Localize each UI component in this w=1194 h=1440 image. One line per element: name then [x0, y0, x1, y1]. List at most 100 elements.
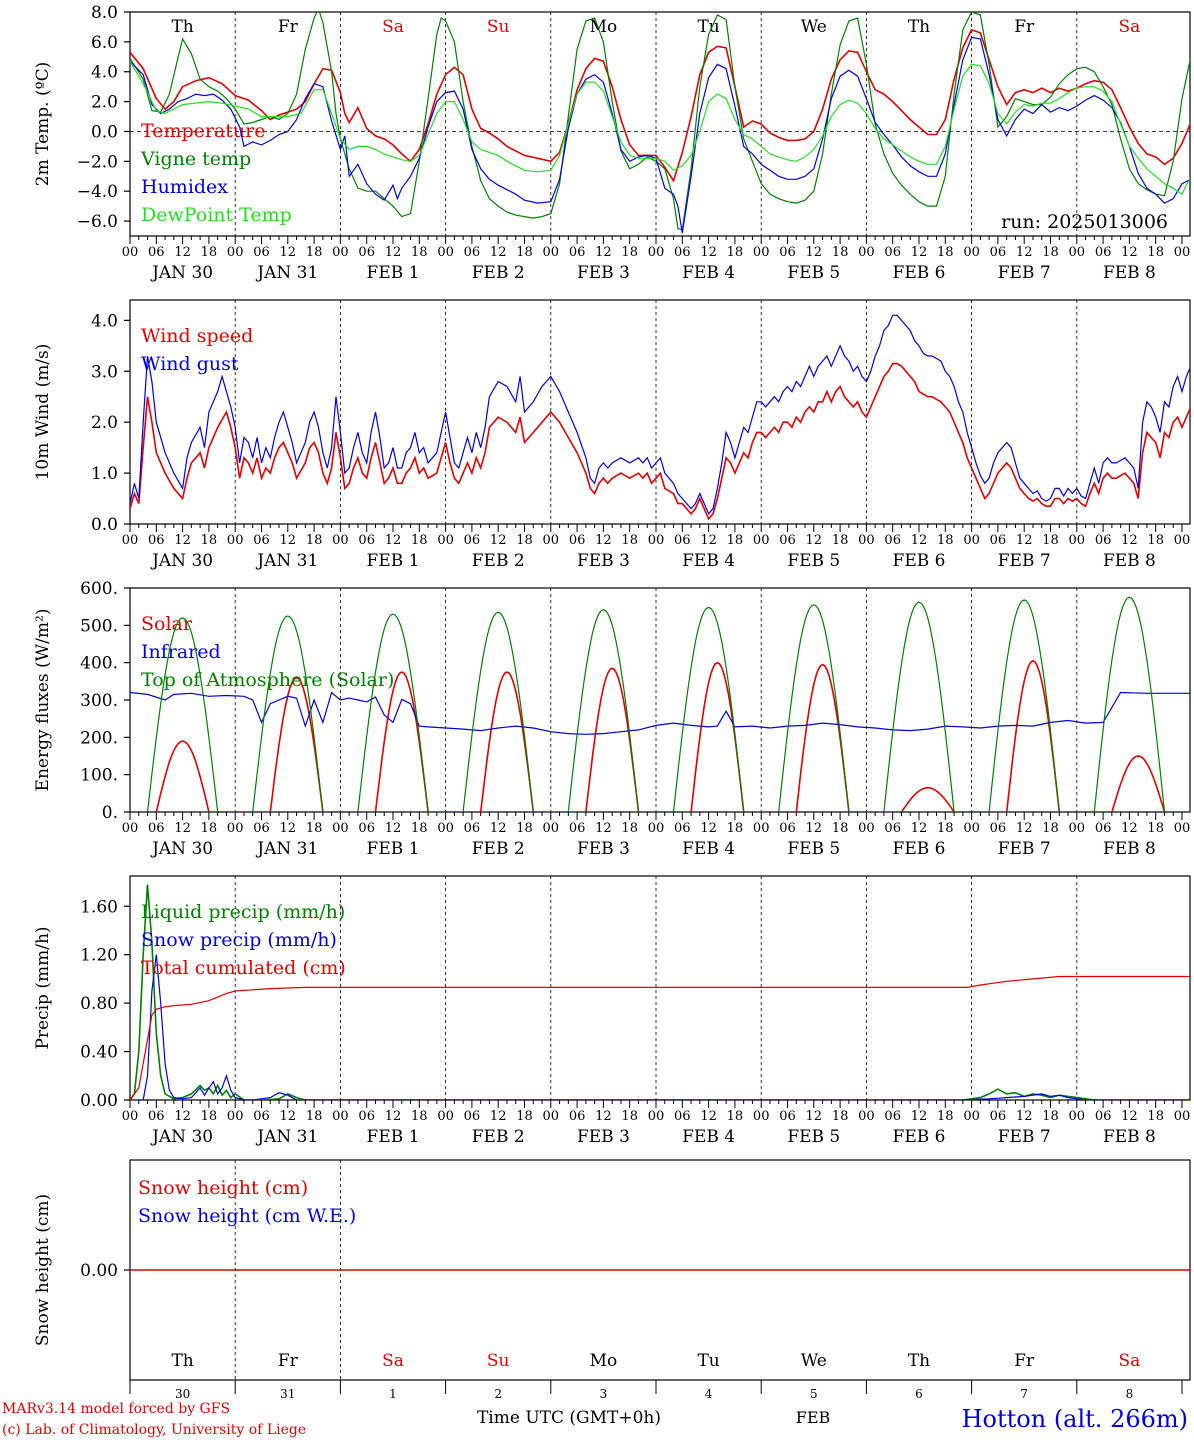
date-label: JAN 31 [255, 263, 318, 283]
date-label: FEB 6 [893, 263, 946, 283]
x-tick-label: 06 [1095, 821, 1112, 836]
x-tick-label: 12 [595, 821, 612, 836]
date-label: JAN 30 [150, 1127, 213, 1147]
panel-frame [129, 11, 1191, 237]
day-number: 4 [705, 1387, 713, 1401]
x-tick-label: 18 [411, 821, 428, 836]
x-tick-label: 00 [1069, 1109, 1086, 1124]
x-tick-label: 12 [595, 1109, 612, 1124]
weekday-label: Mo [590, 1351, 618, 1371]
x-tick-label: 12 [385, 245, 402, 260]
x-tick-label: 12 [806, 1109, 823, 1124]
x-tick-label: 06 [674, 533, 691, 548]
x-tick-label: 00 [753, 533, 770, 548]
x-tick-label: 00 [332, 1109, 349, 1124]
x-tick-label: 18 [727, 821, 744, 836]
x-tick-label: 00 [648, 533, 665, 548]
x-tick-label: 18 [306, 821, 323, 836]
date-label: FEB 8 [1103, 263, 1156, 283]
x-tick-label: 00 [122, 1109, 139, 1124]
weekday-label: Sa [382, 1351, 404, 1371]
weekday-label: Th [908, 1351, 930, 1371]
date-label: FEB 7 [998, 263, 1051, 283]
y-tick-label: 500. [80, 616, 118, 636]
x-tick-label: 18 [621, 245, 638, 260]
y-tick-label: 400. [80, 654, 118, 674]
y-tick-label: 0.00 [80, 1091, 118, 1111]
x-tick-label: 18 [516, 533, 533, 548]
x-tick-label: 18 [411, 1109, 428, 1124]
date-label: FEB 7 [998, 839, 1051, 859]
panel-frame [129, 299, 1191, 525]
date-label: FEB 5 [787, 839, 840, 859]
y-tick-label: 2.0 [91, 413, 118, 433]
x-tick-label: 00 [227, 245, 244, 260]
y-tick-label: 8.0 [91, 3, 118, 23]
date-label: JAN 31 [255, 1127, 318, 1147]
x-tick-label: 18 [832, 1109, 849, 1124]
day-number: 31 [280, 1387, 295, 1401]
weekday-label: Sa [382, 17, 404, 37]
y-tick-label: −6.0 [77, 212, 118, 232]
y-tick-label: 4.0 [91, 63, 118, 83]
legend-snow-precip-mm-h: Snow precip (mm/h) [141, 929, 337, 951]
x-tick-label: 06 [990, 821, 1007, 836]
y-axis-label: Energy fluxes (W/m²) [33, 609, 53, 792]
x-tick-label: 00 [753, 821, 770, 836]
legend-snow-height-cm-w-e: Snow height (cm W.E.) [138, 1205, 356, 1227]
x-tick-label: 00 [543, 533, 560, 548]
x-tick-label: 18 [832, 245, 849, 260]
x-tick-label: 18 [621, 821, 638, 836]
x-tick-label: 12 [911, 245, 928, 260]
x-tick-label: 18 [832, 821, 849, 836]
date-label: FEB 2 [472, 551, 525, 571]
weekday-label: Fr [1014, 17, 1035, 37]
day-number: 6 [915, 1387, 923, 1401]
y-tick-label: 2.0 [91, 93, 118, 113]
x-tick-label: 00 [963, 533, 980, 548]
x-tick-label: 06 [674, 821, 691, 836]
x-tick-label: 00 [1069, 821, 1086, 836]
x-tick-label: 00 [437, 245, 454, 260]
x-tick-label: 18 [1042, 821, 1059, 836]
date-label: FEB 6 [893, 1127, 946, 1147]
x-tick-label: 00 [858, 245, 875, 260]
x-tick-label: 12 [385, 1109, 402, 1124]
legend-vigne-temp: Vigne temp [140, 148, 251, 170]
x-tick-label: 00 [963, 1109, 980, 1124]
x-tick-label: 00 [753, 1109, 770, 1124]
series-line-wind-speed [130, 362, 1190, 521]
weekday-label: We [801, 17, 827, 37]
weekday-label: Fr [278, 1351, 299, 1371]
x-tick-label: 12 [700, 533, 717, 548]
legend-humidex: Humidex [141, 176, 228, 198]
x-tick-label: 12 [490, 821, 507, 836]
x-tick-label: 12 [1016, 533, 1033, 548]
x-tick-label: 18 [411, 245, 428, 260]
y-tick-label: −2.0 [77, 152, 118, 172]
x-tick-label: 00 [227, 821, 244, 836]
model-credit: MARv3.14 model forced by GFS [2, 1401, 230, 1417]
x-tick-label: 18 [201, 1109, 218, 1124]
y-tick-label: 1.0 [91, 464, 118, 484]
x-tick-label: 18 [201, 245, 218, 260]
x-tick-label: 00 [122, 821, 139, 836]
x-tick-label: 12 [911, 533, 928, 548]
date-label: FEB 2 [472, 839, 525, 859]
x-tick-label: 18 [727, 533, 744, 548]
x-tick-label: 06 [1095, 245, 1112, 260]
y-axis-label: 2m Temp. (ºC) [33, 62, 53, 187]
y-tick-label: 0.0 [91, 515, 118, 535]
x-tick-label: 06 [990, 1109, 1007, 1124]
x-tick-label: 06 [779, 245, 796, 260]
x-tick-label: 12 [280, 821, 297, 836]
weekday-label: Su [487, 1351, 510, 1371]
x-tick-label: 06 [358, 245, 375, 260]
x-tick-label: 00 [1069, 533, 1086, 548]
x-tick-label: 06 [884, 1109, 901, 1124]
x-tick-label: 00 [543, 1109, 560, 1124]
day-number: 30 [175, 1387, 190, 1401]
x-tick-label: 06 [464, 821, 481, 836]
panel-2m-temp-c: 8.0 6.0 4.0 2.0 0.0 −2.0 −4.0 −6.0 2m Temp. (ºC)… [33, 3, 1191, 283]
x-tick-label: 00 [963, 245, 980, 260]
